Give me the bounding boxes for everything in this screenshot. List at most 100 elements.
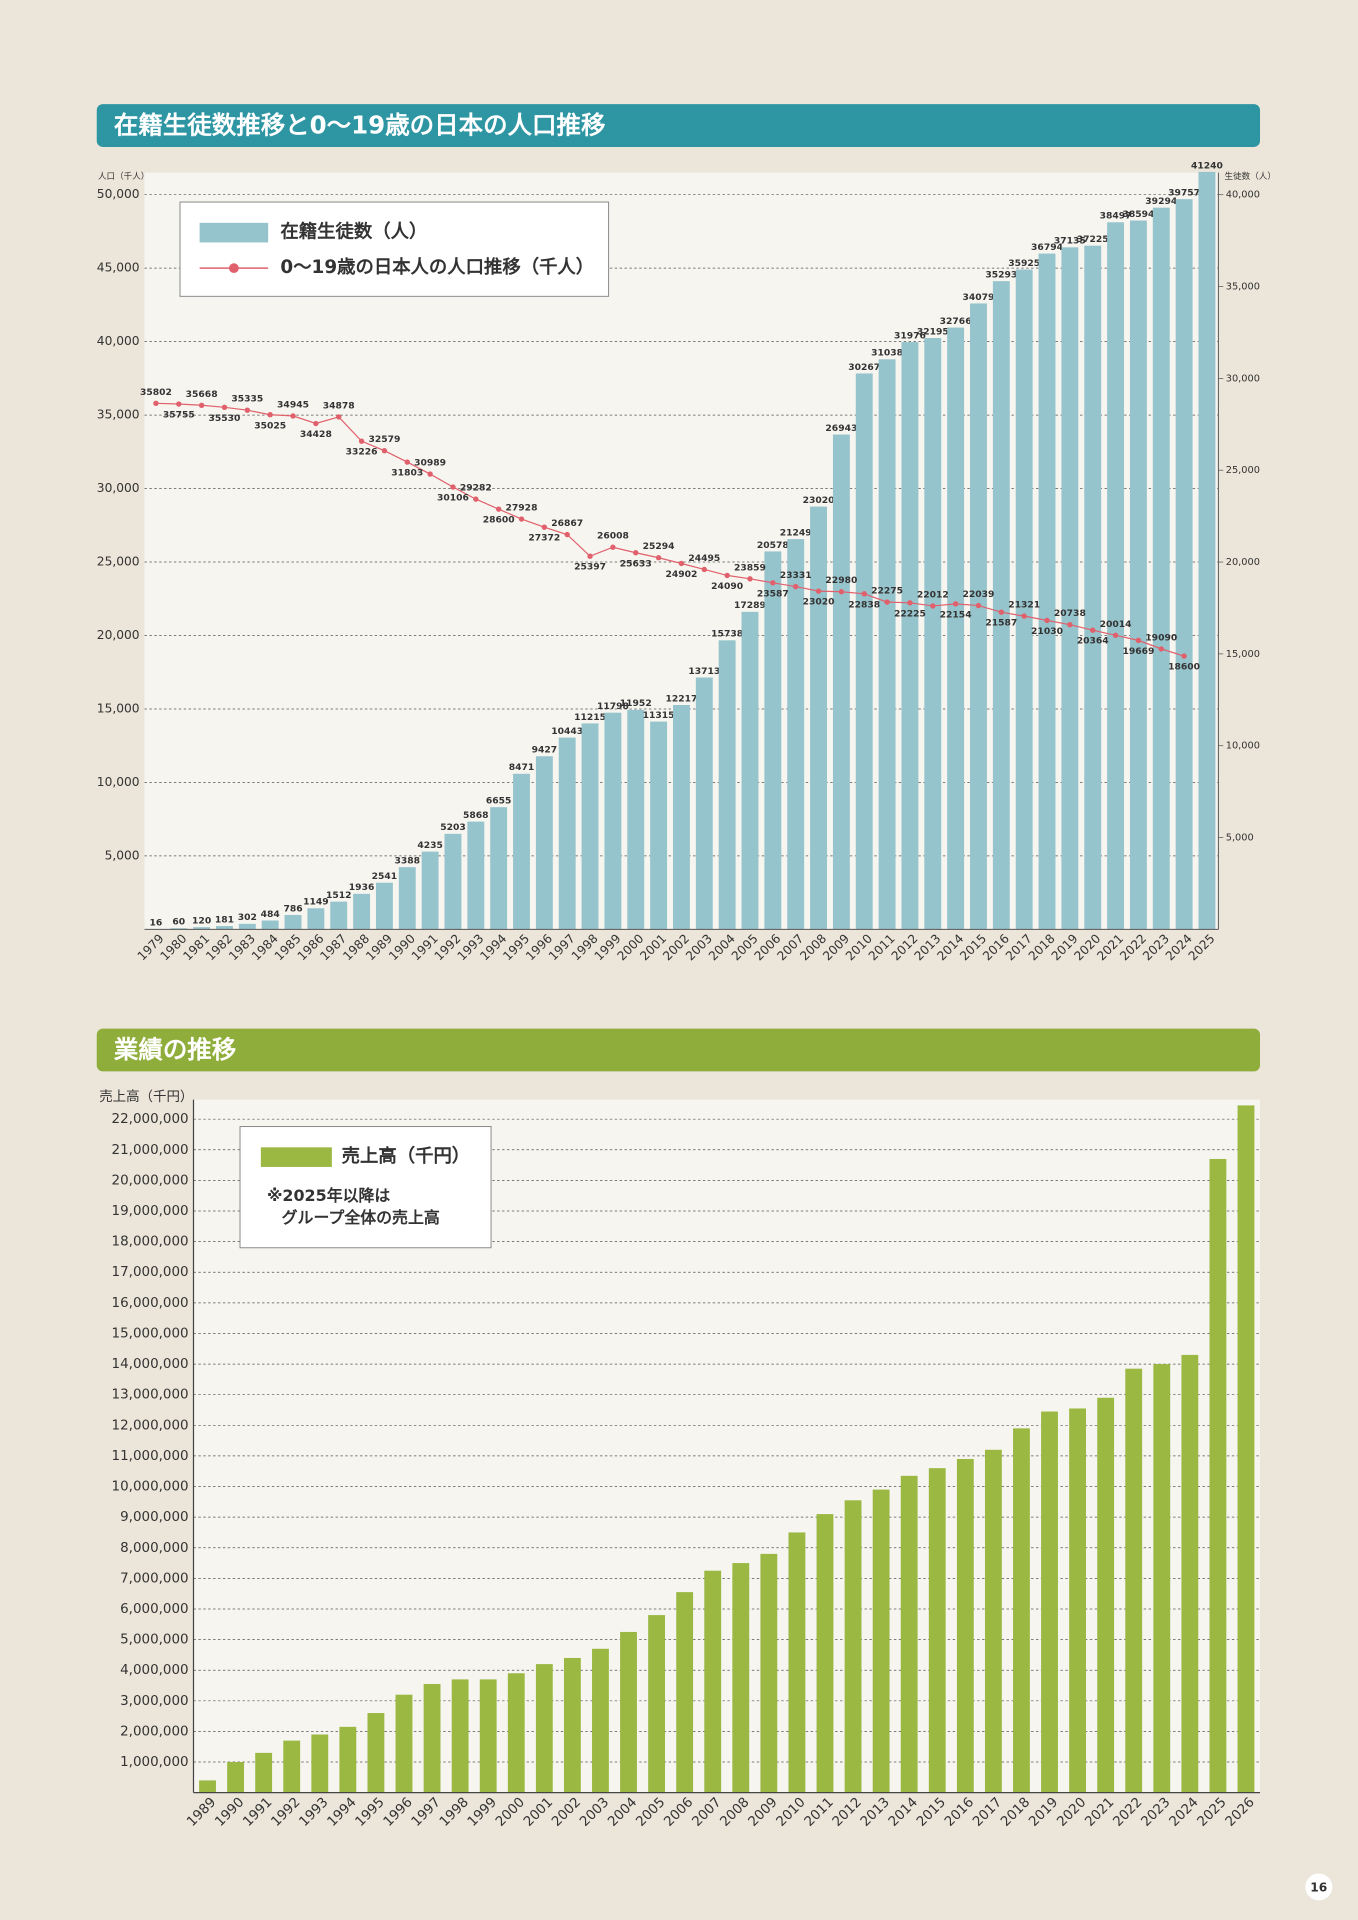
line-value-label: 30989 xyxy=(414,458,446,469)
bar-value-label: 37225 xyxy=(1077,234,1109,245)
bar xyxy=(307,908,325,930)
line-value-label: 19090 xyxy=(1145,632,1177,643)
line-value-label: 34428 xyxy=(300,429,332,440)
bar xyxy=(451,1679,469,1793)
bar-value-label: 9427 xyxy=(532,745,558,756)
page-number-badge xyxy=(1305,1873,1333,1901)
bar-value-label: 4235 xyxy=(417,840,443,851)
bar-value-label: 2541 xyxy=(372,871,398,882)
bar-value-label: 32195 xyxy=(917,326,949,337)
y-tick-label: 12,000,000 xyxy=(112,1418,189,1433)
line-value-label: 22980 xyxy=(825,575,857,586)
bar xyxy=(227,1762,245,1793)
bar-value-label: 786 xyxy=(283,903,302,914)
bar-value-label: 38594 xyxy=(1122,209,1154,220)
bar-value-label: 32766 xyxy=(940,316,972,327)
y-tick-label: 19,000,000 xyxy=(112,1204,189,1219)
page-number: 16 xyxy=(1310,1881,1327,1895)
bar-value-label: 11952 xyxy=(620,698,652,709)
y2-tick-label: 25,000 xyxy=(1226,465,1260,476)
y2-tick-label: 40,000 xyxy=(1226,190,1260,201)
line-point xyxy=(975,602,982,609)
bar xyxy=(810,506,827,930)
line-value-label: 29282 xyxy=(460,483,492,494)
line-value-label: 23859 xyxy=(734,562,766,573)
bar xyxy=(947,327,965,930)
legend-label: 売上高（千円） xyxy=(342,1145,471,1167)
line-value-label: 26867 xyxy=(551,518,583,529)
legend-label: 0〜19歳の日本人の人口推移（千人） xyxy=(280,256,594,278)
bar-value-label: 20578 xyxy=(757,540,789,551)
line-point xyxy=(1044,617,1050,624)
bar xyxy=(311,1734,329,1793)
y-tick-label: 6,000,000 xyxy=(120,1602,188,1617)
line-value-label: 34945 xyxy=(277,399,309,410)
line-value-label: 25633 xyxy=(620,558,652,569)
line-value-label: 25397 xyxy=(574,562,606,573)
line-point xyxy=(1112,632,1119,638)
line-point xyxy=(518,516,525,522)
bar-value-label: 11215 xyxy=(574,712,606,723)
line-point xyxy=(792,583,799,590)
bar xyxy=(816,1514,834,1793)
bar-value-label: 1936 xyxy=(349,882,375,893)
legend-label: 在籍生徒数（人） xyxy=(280,221,427,243)
bar-value-label: 1149 xyxy=(303,897,329,908)
bar xyxy=(395,1694,413,1793)
line-point xyxy=(450,484,456,490)
line-value-label: 32579 xyxy=(368,434,400,445)
bar-value-label: 21249 xyxy=(780,527,812,538)
bar-value-label: 181 xyxy=(215,914,234,925)
line xyxy=(155,402,1185,657)
y-tick-label: 16,000,000 xyxy=(112,1296,189,1311)
line-point xyxy=(313,420,319,427)
line-value-label: 27928 xyxy=(506,502,538,513)
legend-note: ※2025年以降は xyxy=(267,1186,390,1205)
y-tick-label: 8,000,000 xyxy=(120,1541,188,1556)
bar xyxy=(1198,171,1216,930)
bar-value-label: 60 xyxy=(172,917,185,928)
bar xyxy=(1209,1158,1227,1793)
bar-value-label: 5868 xyxy=(463,810,489,821)
y-tick-label: 21,000,000 xyxy=(112,1143,189,1158)
y-axis-label: 人口（千人） xyxy=(98,171,149,182)
bar xyxy=(170,928,188,930)
bar-value-label: 484 xyxy=(261,909,280,920)
line-point xyxy=(381,447,388,454)
line-point xyxy=(701,566,707,573)
y2-tick-label: 15,000 xyxy=(1226,649,1260,660)
line-value-label: 31803 xyxy=(391,468,423,479)
y-tick-label: 20,000,000 xyxy=(112,1173,189,1188)
bar xyxy=(1069,1408,1087,1793)
line-point xyxy=(907,600,913,606)
bar xyxy=(676,1592,694,1793)
bar xyxy=(970,303,987,930)
bar xyxy=(558,737,576,930)
line-value-label: 22275 xyxy=(871,586,903,597)
bar xyxy=(604,712,622,930)
line-point xyxy=(1067,621,1073,628)
bar xyxy=(563,1657,581,1793)
line-point xyxy=(770,580,776,586)
y-tick-label: 50,000 xyxy=(97,187,140,201)
bar-value-label: 41240 xyxy=(1191,160,1223,171)
y-tick-label: 25,000 xyxy=(97,555,140,569)
line-value-label: 35025 xyxy=(254,420,286,431)
line-value-label: 22012 xyxy=(917,589,949,600)
line-point xyxy=(564,531,570,538)
line-value-label: 20364 xyxy=(1077,636,1109,647)
line-point xyxy=(633,550,639,556)
line-point xyxy=(153,400,159,407)
y-tick-label: 9,000,000 xyxy=(120,1510,188,1525)
line-point xyxy=(1090,627,1096,633)
bar xyxy=(398,867,416,930)
line-point xyxy=(1181,653,1187,659)
y-tick-label: 15,000 xyxy=(97,701,140,715)
line-point xyxy=(952,601,959,607)
line-value-label: 23020 xyxy=(803,597,835,608)
line-value-label: 26008 xyxy=(597,531,629,542)
bar-value-label: 6655 xyxy=(486,796,512,807)
line-point xyxy=(998,609,1005,615)
bar xyxy=(984,1449,1002,1793)
bar-value-label: 15738 xyxy=(711,629,743,640)
